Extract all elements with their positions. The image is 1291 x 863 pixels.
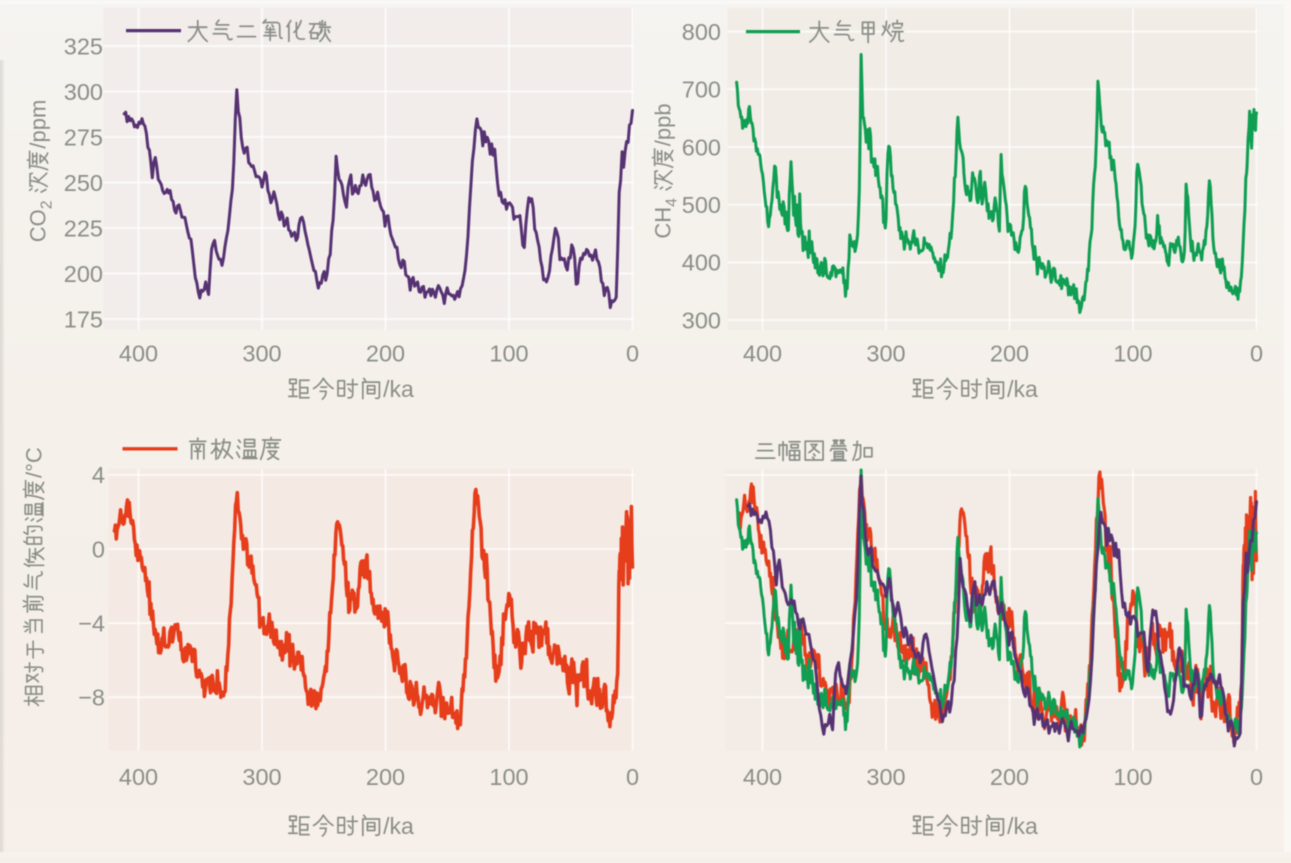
svg-text:100: 100 (1113, 341, 1152, 367)
svg-text:400: 400 (743, 341, 782, 367)
svg-text:4: 4 (92, 462, 105, 488)
svg-text:250: 250 (64, 170, 103, 196)
svg-text:200: 200 (990, 764, 1029, 790)
svg-text:200: 200 (366, 764, 405, 790)
svg-text:275: 275 (64, 124, 103, 150)
svg-text:4: 4 (664, 198, 681, 207)
svg-text:300: 300 (242, 341, 281, 367)
svg-text:/ka: /ka (1007, 376, 1038, 402)
svg-text:/ppb: /ppb (651, 103, 676, 146)
svg-text:0: 0 (1250, 341, 1263, 367)
svg-text:0: 0 (1250, 764, 1263, 790)
svg-text:/ka: /ka (383, 813, 414, 839)
svg-text:100: 100 (1113, 764, 1152, 790)
svg-text:400: 400 (119, 764, 158, 790)
svg-text:500: 500 (682, 192, 721, 218)
svg-text:300: 300 (682, 307, 721, 333)
svg-text:0: 0 (626, 341, 639, 367)
svg-text:/ka: /ka (1007, 813, 1038, 839)
svg-text:700: 700 (682, 77, 721, 103)
svg-text:100: 100 (489, 341, 528, 367)
svg-text:200: 200 (64, 261, 103, 287)
svg-text:225: 225 (64, 215, 103, 241)
svg-text:CO: CO (26, 209, 51, 242)
svg-text:300: 300 (866, 341, 905, 367)
svg-text:300: 300 (64, 79, 103, 105)
svg-text:325: 325 (64, 33, 103, 59)
svg-text:175: 175 (64, 306, 103, 332)
svg-text:400: 400 (743, 764, 782, 790)
svg-text:800: 800 (682, 19, 721, 45)
svg-text:200: 200 (366, 341, 405, 367)
svg-text:/ka: /ka (383, 376, 414, 402)
svg-text:0: 0 (626, 764, 639, 790)
svg-text:−8: −8 (78, 684, 105, 710)
svg-text:CH: CH (651, 207, 676, 239)
svg-text:100: 100 (489, 764, 528, 790)
svg-text:600: 600 (682, 134, 721, 160)
svg-text:/°C: /°C (22, 447, 47, 478)
svg-text:300: 300 (866, 764, 905, 790)
svg-text:/ppm: /ppm (26, 100, 51, 149)
svg-text:0: 0 (92, 536, 105, 562)
svg-text:300: 300 (242, 764, 281, 790)
svg-text:2: 2 (39, 201, 56, 210)
svg-text:400: 400 (119, 341, 158, 367)
svg-text:400: 400 (682, 250, 721, 276)
svg-text:200: 200 (990, 341, 1029, 367)
svg-text:−4: −4 (78, 610, 105, 636)
